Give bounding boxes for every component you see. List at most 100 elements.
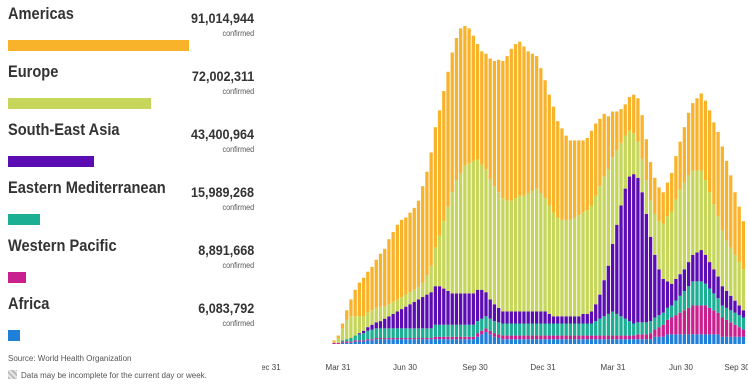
bar-segment-africa (551, 339, 556, 344)
bar-segment-eastern-mediterranean (475, 321, 480, 334)
bar-segment-eastern-mediterranean (399, 328, 404, 338)
bar-segment-eastern-mediterranean (737, 315, 741, 328)
bar-segment-americas (404, 217, 408, 295)
region-western-pacific[interactable]: Western Pacific 8,891,668 confirmed (0, 236, 262, 294)
region-eastern-mediterranean[interactable]: Eastern Mediterranean 15,989,268 confirm… (0, 178, 262, 236)
bar-segment-eastern-mediterranean (691, 281, 695, 306)
bar-segment-africa (446, 339, 450, 344)
bar-segment-americas (644, 139, 649, 181)
bar-segment-europe (556, 217, 560, 317)
bar-segment-africa (665, 334, 670, 344)
incomplete-data-text: Data may be incomplete for the current d… (21, 371, 207, 380)
bar-segment-eastern-mediterranean (509, 323, 513, 336)
bar-segment-eastern-mediterranean (497, 322, 501, 335)
bar-segment-europe (648, 200, 653, 237)
bar-segment-americas (480, 51, 484, 165)
bar-segment-africa (509, 339, 513, 344)
bar-segment-western-pacific (682, 310, 686, 335)
bar-segment-western-pacific (492, 333, 497, 337)
bar-segment-south-east-asia (568, 316, 573, 324)
bar-segment-africa (459, 339, 463, 344)
bar-segment-americas (526, 51, 530, 194)
bar-segment-eastern-mediterranean (437, 324, 442, 337)
bar-segment-eastern-mediterranean (729, 310, 733, 323)
bar-segment-south-east-asia (670, 283, 674, 306)
bar-segment-western-pacific (366, 339, 370, 341)
bar-segment-africa (678, 334, 682, 344)
region-south-east-asia[interactable]: South-East Asia 43,400,964 confirmed (0, 120, 262, 178)
bar-segment-eastern-mediterranean (598, 318, 602, 336)
region-count: 91,014,944 (190, 10, 254, 26)
bar-segment-eastern-mediterranean (661, 312, 665, 325)
bar-segment-europe (619, 142, 623, 206)
bar-segment-americas (623, 104, 627, 136)
bar-segment-africa (374, 339, 378, 344)
bar-segment-western-pacific (505, 335, 509, 340)
bar-segment-eastern-mediterranean (741, 317, 746, 330)
bar-segment-eastern-mediterranean (454, 324, 459, 337)
bar-segment-south-east-asia (383, 318, 387, 329)
bar-segment-eastern-mediterranean (648, 321, 653, 334)
bar-segment-americas (383, 248, 387, 307)
bar-segment-eastern-mediterranean (606, 313, 611, 336)
bar-segment-europe (374, 307, 378, 323)
bar-segment-south-east-asia (509, 311, 513, 324)
bar-segment-africa (387, 339, 391, 344)
bar-segment-south-east-asia (640, 192, 644, 323)
bar-segment-africa (556, 339, 560, 344)
bar-segment-south-east-asia (615, 224, 619, 314)
bar-segment-europe (332, 341, 336, 343)
bar-segment-africa (695, 334, 699, 344)
bar-segment-africa (488, 334, 492, 344)
bar-segment-south-east-asia (518, 311, 522, 324)
bar-segment-americas (657, 187, 661, 222)
bar-segment-south-east-asia (454, 293, 459, 325)
bar-segment-western-pacific (361, 340, 366, 342)
bar-segment-western-pacific (720, 317, 724, 337)
bar-segment-eastern-mediterranean (357, 334, 362, 341)
bar-segment-americas (581, 140, 585, 213)
bar-segment-europe (336, 337, 340, 343)
bar-segment-western-pacific (661, 324, 665, 337)
region-name: Eastern Mediterranean (8, 178, 166, 197)
bar-segment-americas (703, 100, 708, 181)
bar-segment-europe (450, 192, 454, 294)
bar-segment-americas (484, 53, 488, 170)
bar-segment-americas (560, 128, 564, 220)
bar-segment-western-pacific (640, 334, 644, 340)
bar-segment-south-east-asia (708, 262, 712, 289)
bar-segment-americas (349, 299, 353, 317)
bar-segment-africa (623, 339, 627, 344)
bar-segment-americas (345, 310, 349, 320)
bar-segment-americas (691, 103, 695, 171)
region-europe[interactable]: Europe 72,002,311 confirmed (0, 62, 262, 120)
bar-segment-americas (577, 140, 581, 216)
bar-segment-western-pacific (615, 335, 619, 340)
bar-segment-americas (712, 122, 716, 205)
bar-segment-africa (585, 339, 589, 344)
region-legend: Americas 91,014,944 confirmed Europe 72,… (0, 0, 262, 390)
stacked-bar-chart: Dec 31 Mar 31 Jun 30 Sep 30 Dec 31 Mar 31 Jun … (262, 26, 748, 372)
bar-segment-south-east-asia (581, 313, 585, 324)
bar-segment-eastern-mediterranean (665, 307, 670, 320)
region-africa[interactable]: Africa 6,083,792 confirmed (0, 294, 262, 352)
bar-segment-americas (564, 135, 568, 220)
bar-segment-europe (695, 170, 699, 253)
bar-segment-europe (602, 176, 606, 281)
bar-segment-western-pacific (522, 335, 526, 340)
bar-segment-western-pacific (737, 327, 741, 337)
bar-segment-europe (627, 130, 632, 177)
region-americas[interactable]: Americas 91,014,944 confirmed (0, 4, 262, 62)
bar-segment-europe (708, 192, 712, 263)
bar-segment-americas (492, 60, 497, 187)
bar-segment-south-east-asia (653, 254, 657, 318)
bar-segment-africa (454, 339, 459, 344)
bar-segment-western-pacific (378, 337, 383, 340)
bar-segment-south-east-asia (378, 321, 383, 329)
bar-segment-africa (716, 334, 720, 344)
bar-segment-americas (374, 259, 378, 308)
bar-segment-europe (530, 191, 535, 312)
hatch-swatch-icon (8, 370, 17, 379)
bar-segment-africa (463, 339, 467, 344)
bar-segment-eastern-mediterranean (682, 291, 686, 311)
